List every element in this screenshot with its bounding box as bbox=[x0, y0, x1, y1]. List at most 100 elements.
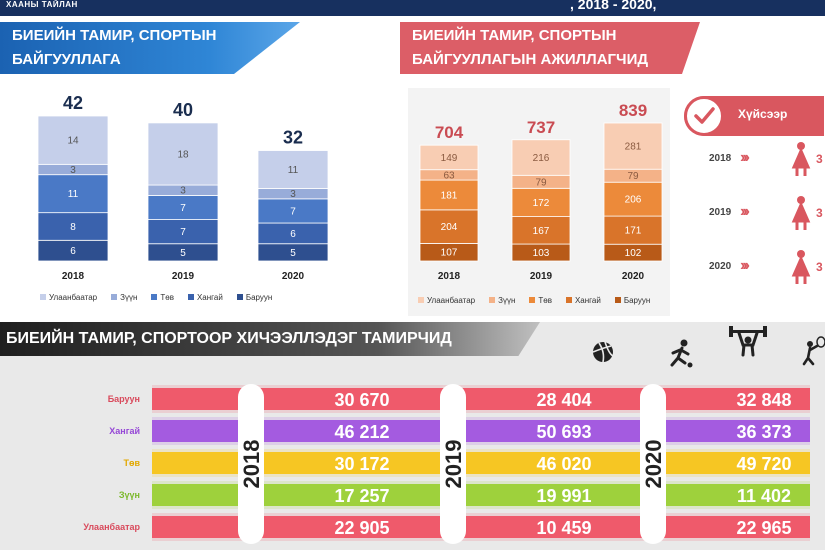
region-label: Хангай bbox=[109, 426, 140, 436]
segment-label: 6 bbox=[290, 229, 296, 240]
segment-label: 8 bbox=[70, 222, 76, 233]
legend-swatch bbox=[489, 297, 496, 303]
orgs-legend: Улаанбаатар Зүүн Төв Хангай Баруун bbox=[40, 293, 286, 302]
bar-total-label: 40 bbox=[173, 100, 193, 120]
segment-label: 206 bbox=[625, 195, 642, 206]
athlete-value: 36 373 bbox=[736, 422, 791, 442]
segment-label: 3 bbox=[290, 189, 296, 200]
segment-label: 3 bbox=[180, 186, 186, 197]
legend-label: Улаанбаатар bbox=[427, 296, 476, 305]
staff-title-line1: БИЕИЙН ТАМИР, СПОРТЫН bbox=[412, 27, 617, 44]
bar-segment-2018-2 bbox=[37, 174, 109, 214]
bar-total-label: 42 bbox=[63, 93, 83, 113]
segment-label: 11 bbox=[288, 165, 299, 176]
year-card bbox=[440, 384, 466, 544]
segment-label: 172 bbox=[533, 198, 550, 209]
runner-icon bbox=[670, 339, 693, 368]
segment-label: 79 bbox=[535, 177, 547, 188]
segment-label: 7 bbox=[290, 206, 296, 217]
bar-segment-2019-1 bbox=[511, 216, 571, 245]
segment-label: 167 bbox=[533, 226, 550, 237]
female-icon bbox=[791, 196, 811, 230]
legend-label: Зүүн bbox=[120, 293, 138, 302]
category-label: 2020 bbox=[622, 271, 645, 282]
header-left-text: ХААНЫ ТАЙЛАН bbox=[6, 0, 78, 9]
segment-label: 63 bbox=[443, 170, 455, 181]
legend-label: Төв bbox=[538, 296, 552, 305]
chevrons-icon: ››› bbox=[740, 149, 750, 166]
athlete-value: 22 965 bbox=[736, 518, 791, 538]
segment-label: 171 bbox=[625, 226, 642, 237]
athlete-value: 11 402 bbox=[737, 486, 791, 506]
category-label: 2018 bbox=[438, 271, 461, 282]
segment-label: 216 bbox=[533, 153, 550, 164]
athlete-value: 28 404 bbox=[536, 390, 591, 410]
athlete-value: 30 670 bbox=[334, 390, 389, 410]
bar-segment-2019-1 bbox=[147, 219, 219, 245]
segment-label: 103 bbox=[533, 248, 550, 259]
top-bar: ХААНЫ ТАЙЛАН , 2018 - 2020, bbox=[0, 0, 825, 16]
segment-label: 107 bbox=[441, 248, 458, 259]
year-label: 2020 bbox=[641, 440, 666, 489]
segment-label: 5 bbox=[180, 248, 186, 259]
staff-title-banner: БИЕИЙН ТАМИР, СПОРТЫН БАЙГУУЛЛАГЫН АЖИЛЛ… bbox=[400, 22, 700, 74]
segment-label: 281 bbox=[625, 142, 642, 153]
segment-label: 7 bbox=[180, 203, 186, 214]
legend-swatch bbox=[236, 294, 243, 300]
year-card bbox=[640, 384, 666, 544]
bar-total-label: 32 bbox=[283, 128, 303, 148]
segment-label: 11 bbox=[68, 189, 79, 200]
legend-item: Баруун bbox=[614, 296, 650, 305]
region-label: Баруун bbox=[108, 394, 140, 404]
athletes-title: БИЕИЙН ТАМИР, СПОРТООР ХИЧЭЭЛЛЭДЭГ ТАМИР… bbox=[6, 330, 452, 347]
legend-item: Төв bbox=[529, 296, 552, 305]
legend-swatch bbox=[111, 294, 118, 300]
gender-title: Хүйсээр bbox=[738, 107, 788, 121]
bar-segment-2018-1 bbox=[419, 209, 479, 244]
legend-label: Төв bbox=[160, 293, 174, 302]
staff-legend: Улаанбаатар Зүүн Төв Хангай Баруун bbox=[418, 296, 664, 305]
check-icon bbox=[684, 96, 724, 136]
bar-segment-2019-2 bbox=[147, 195, 219, 220]
legend-item: Улаанбаатар bbox=[40, 293, 97, 302]
legend-label: Хангай bbox=[574, 296, 601, 305]
bar-segment-2020-4 bbox=[603, 122, 663, 170]
athlete-value: 50 693 bbox=[536, 422, 591, 442]
athlete-value: 17 257 bbox=[334, 486, 389, 506]
legend-label: Баруун bbox=[245, 293, 273, 302]
segment-label: 6 bbox=[70, 246, 76, 257]
bar-segment-2019-4 bbox=[147, 122, 219, 186]
bar-segment-2020-4 bbox=[257, 150, 329, 189]
segment-label: 204 bbox=[441, 222, 458, 233]
legend-swatch bbox=[40, 294, 46, 300]
weightlifter-icon bbox=[729, 326, 767, 357]
legend-item: Хангай bbox=[187, 293, 223, 302]
segment-label: 5 bbox=[290, 248, 296, 259]
segment-label: 181 bbox=[441, 190, 458, 201]
category-label: 2019 bbox=[172, 271, 195, 282]
orgs-title-line2: БАЙГУУЛЛАГА bbox=[12, 51, 121, 68]
bar-segment-2018-1 bbox=[37, 212, 109, 241]
segment-label: 7 bbox=[180, 227, 186, 238]
legend-label: Зүүн bbox=[498, 296, 516, 305]
athlete-value: 46 212 bbox=[334, 422, 389, 442]
category-label: 2018 bbox=[62, 271, 85, 282]
athlete-value: 10 459 bbox=[536, 518, 591, 538]
gender-year: 2019 bbox=[709, 207, 732, 218]
year-label: 2019 bbox=[441, 440, 466, 489]
female-icon bbox=[791, 250, 811, 284]
bar-segment-2020-1 bbox=[603, 215, 663, 245]
legend-item: Зүүн bbox=[489, 296, 515, 305]
athlete-value: 46 020 bbox=[536, 454, 591, 474]
category-label: 2020 bbox=[282, 271, 305, 282]
legend-swatch bbox=[529, 297, 536, 303]
bar-total-label: 704 bbox=[435, 123, 464, 142]
athlete-value: 19 991 bbox=[536, 486, 591, 506]
segment-label: 18 bbox=[177, 149, 189, 160]
segment-label: 79 bbox=[627, 171, 639, 182]
legend-swatch bbox=[418, 297, 424, 303]
gender-year: 2020 bbox=[709, 261, 732, 272]
